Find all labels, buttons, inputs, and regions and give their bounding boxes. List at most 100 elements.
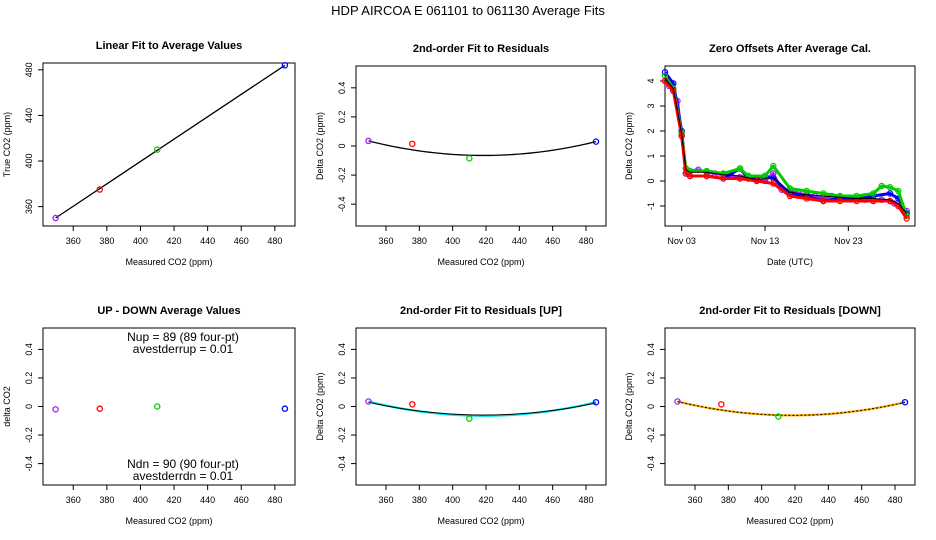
x-tick-label: 360 [687,495,702,505]
series-point-green [895,187,902,195]
series-point-red [836,197,844,205]
series-point-red [753,177,760,185]
y-tick-label: 0.2 [24,372,34,385]
x-axis-label: Measured CO2 (ppm) [125,516,212,526]
chart-title: UP - DOWN Average Values [97,305,240,317]
x-axis-label: Measured CO2 (ppm) [437,516,524,526]
x-tick-label: 460 [234,495,249,505]
y-axis-label: Delta CO2 (ppm) [315,112,325,180]
x-tick-label: 480 [267,236,282,246]
series-point-green [803,187,810,195]
data-point [901,398,909,406]
y-tick-label: 0.2 [646,372,656,385]
plot-frame [42,62,296,227]
y-tick-label: 360 [24,199,34,214]
data-point [365,398,372,405]
x-tick-label: 380 [412,236,427,246]
x-tick-label: 380 [99,495,114,505]
y-tick-label: -0.4 [646,456,656,472]
series-point-red [703,172,710,180]
y-tick-label: -0.2 [24,427,34,443]
y-axis-label: True CO2 (ppm) [2,112,12,177]
x-tick-label: 400 [754,495,769,505]
data-point [96,186,104,193]
y-tick-label: 0.2 [337,111,347,124]
x-tick-label: 480 [267,495,282,505]
series-point-red [803,195,810,202]
x-tick-label: 380 [99,236,114,246]
fit-curve-overlay [368,401,597,416]
data-point [153,146,161,153]
x-tick-label: 420 [478,236,493,246]
data-point [153,403,161,410]
series-point-green [736,165,744,172]
chart-p3: Zero Offsets After Average Cal. Date (UTC… [624,43,916,267]
y-tick-label: 1 [646,153,656,158]
y-tick-label: 2 [646,128,656,133]
x-tick-label: 400 [133,495,148,505]
data-point [409,401,416,408]
chart-p6: 2nd-order Fit to Residuals [DOWN] Measure… [624,305,916,526]
data-point [592,398,600,406]
series-point-red [770,180,777,187]
x-tick-label: 440 [821,495,836,505]
y-tick-label: 0 [337,143,347,148]
series-point-blue [886,190,894,197]
data-point [775,413,782,420]
x-tick-label: Nov 13 [751,236,780,246]
y-axis-label: Delta CO2 (ppm) [315,372,325,440]
x-tick-label: 440 [200,236,215,246]
chart-title: Linear Fit to Average Values [96,40,243,52]
x-tick-label: 360 [66,495,81,505]
x-tick-label: 460 [545,236,560,246]
series-point-green [786,185,794,192]
x-tick-label: 460 [854,495,869,505]
x-tick-label: Nov 23 [834,236,863,246]
series-line-black [664,78,908,214]
x-tick-label: Nov 03 [667,236,696,246]
series-line-green [663,75,909,217]
y-axis-label: delta CO2 [2,386,12,427]
y-tick-label: 0.4 [337,82,347,95]
figure-title: HDP AIRCOA E 061101 to 061130 Average Fi… [331,3,605,18]
plot-frame [664,65,916,227]
y-tick-label: 0.2 [337,372,347,385]
series-point-blue [661,69,669,76]
y-tick-label: 0 [646,404,656,409]
fit-curve [368,140,597,157]
y-axis-label: Delta CO2 (ppm) [624,372,634,440]
data-point [409,140,416,148]
chart-title: 2nd-order Fit to Residuals [DOWN] [699,305,881,317]
data-point [281,405,289,412]
y-tick-label: 0 [646,178,656,183]
x-tick-label: 480 [578,236,593,246]
data-point [365,137,372,145]
x-tick-label: 380 [721,495,736,505]
series-point-red [686,172,694,180]
y-tick-label: 400 [24,154,34,169]
y-tick-label: 4 [646,78,656,83]
data-point [281,62,289,69]
y-tick-label: 480 [24,62,34,77]
data-point [592,138,600,145]
y-tick-label: -0.2 [337,427,347,443]
y-tick-label: 0.4 [24,343,34,356]
annotation-avestderrup: avestderrup = 0.01 [133,342,234,356]
data-point [674,398,681,405]
y-tick-label: 0 [24,404,34,409]
x-tick-label: 420 [478,495,493,505]
y-tick-label: -1 [646,202,656,210]
data-point [96,405,104,412]
x-tick-label: 420 [167,495,182,505]
x-tick-label: 380 [412,495,427,505]
y-axis-label: Delta CO2 (ppm) [624,112,634,180]
chart-p4: UP - DOWN Average Values Measured CO2 (pp… [2,305,296,526]
x-tick-label: 440 [512,495,527,505]
x-axis-label: Measured CO2 (ppm) [437,257,524,267]
y-tick-label: -0.2 [337,167,347,183]
x-axis-label: Date (UTC) [767,257,813,267]
annotation-nup: Nup = 89 (89 four-pt) [127,330,239,344]
series-point-green [886,184,894,191]
series-point-green [770,162,777,170]
